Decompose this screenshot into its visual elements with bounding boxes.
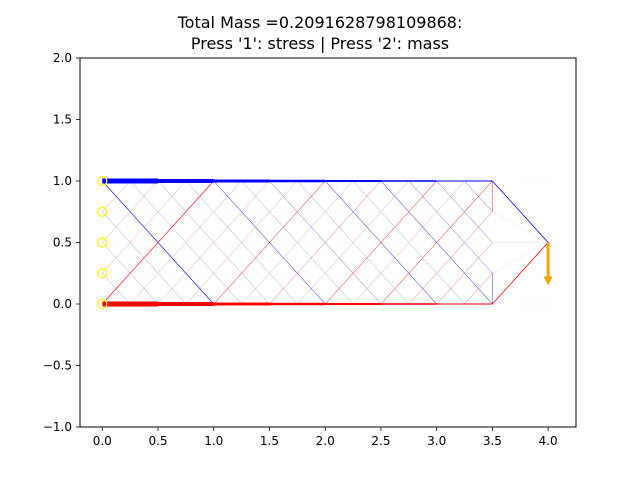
truss-member (492, 180, 549, 243)
chart-title-line2: Press '1': stress | Press '2': mass (191, 34, 449, 53)
truss-member (492, 242, 549, 305)
support-marker (97, 298, 108, 310)
x-tick-label: 4.0 (539, 434, 558, 448)
y-tick-label: 0.0 (53, 297, 72, 311)
y-tick-label: 1.5 (53, 113, 72, 127)
x-tick-label: 2.5 (371, 434, 390, 448)
truss-member (213, 180, 326, 305)
y-tick-label: 1.0 (53, 174, 72, 188)
truss-member (492, 211, 549, 243)
y-tick-label: −1.0 (43, 420, 72, 434)
support-marker (97, 175, 108, 187)
support-marker (97, 268, 108, 279)
support-marker (97, 237, 108, 248)
support-marker (97, 206, 108, 217)
truss-member (380, 180, 493, 305)
x-tick-label: 2.0 (316, 434, 335, 448)
axes-frame (79, 57, 577, 428)
x-tick-label: 3.5 (483, 434, 502, 448)
axis-ticks: 0.0 0.5 1.0 1.5 2.0 2.5 3.0 3.5 4.0 −1.0 −0.5 0.0 0.… (43, 51, 558, 448)
truss-member (102, 180, 214, 305)
x-tick-label: 0.0 (93, 434, 112, 448)
x-tick-label: 0.5 (148, 434, 167, 448)
x-tick-label: 3.0 (427, 434, 446, 448)
x-tick-label: 1.5 (260, 434, 279, 448)
y-tick-label: 0.5 (53, 236, 72, 250)
y-tick-label: 2.0 (53, 51, 72, 65)
truss-member (325, 180, 437, 305)
load-arrow-head (543, 276, 553, 286)
truss-markers (97, 175, 553, 310)
x-tick-label: 1.0 (204, 434, 223, 448)
truss-member (492, 242, 549, 274)
chart-title-line1: Total Mass =0.2091628798109868: (177, 13, 463, 32)
truss-members (102, 178, 549, 307)
y-tick-label: −0.5 (43, 359, 72, 373)
